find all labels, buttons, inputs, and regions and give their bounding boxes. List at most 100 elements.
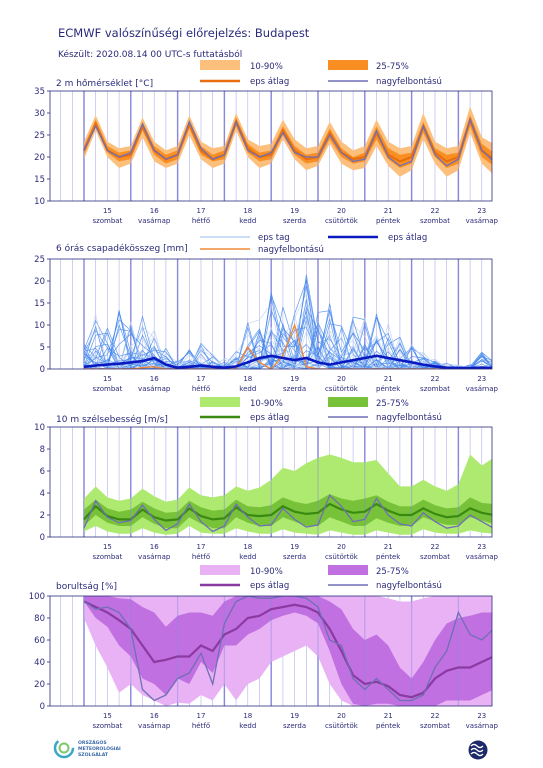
x-day-label: 21 — [384, 375, 393, 383]
plot-area — [60, 259, 492, 369]
plot-frame — [49, 595, 493, 707]
x-dayname-label: szombat — [420, 722, 450, 730]
plot-frame — [49, 258, 493, 370]
legend-label-mean: eps átlag — [388, 233, 427, 243]
x-day-label: 23 — [477, 375, 486, 383]
band-25-75 — [84, 494, 492, 529]
x-dayname-label: vasárnap — [466, 553, 499, 561]
chart-panel-4: borultság [%] 10-90% 25-75% eps átlag nagyfe… — [29, 565, 499, 730]
series-hires-line — [83, 596, 492, 702]
legend-label-hires: nagyfelbontású — [258, 245, 324, 255]
x-day-label: 21 — [384, 712, 393, 720]
x-dayname-label: szombat — [92, 217, 122, 225]
y-tick-label: 0 — [40, 365, 45, 375]
series-mean-line — [83, 600, 492, 699]
x-day-label: 21 — [384, 207, 393, 215]
legend-label-mean: eps átlag — [250, 77, 289, 87]
y-tick-label: 8 — [40, 445, 45, 455]
logo-text-line: METEOROLÓGIAI — [78, 745, 121, 752]
x-day-label: 21 — [384, 543, 393, 551]
chart-title: 10 m szélsebesség [m/s] — [56, 414, 168, 425]
legend-label-outer: 10-90% — [250, 399, 283, 409]
x-dayname-label: péntek — [376, 385, 401, 393]
series-mean-line — [83, 502, 492, 522]
x-dayname-label: hétfő — [192, 552, 210, 561]
x-dayname-label: kedd — [239, 385, 256, 393]
legend-swatch-outer — [200, 60, 240, 70]
legend-label-outer: 10-90% — [250, 62, 283, 72]
x-dayname-label: kedd — [239, 722, 256, 730]
y-tick-label: 35 — [34, 87, 45, 97]
chart-title: 2 m hőmérséklet [°C] — [56, 78, 153, 89]
chart-legend: 10-90% 25-75% eps átlag nagyfelbontású — [200, 565, 442, 591]
plot-frame — [49, 90, 493, 202]
x-day-label: 18 — [243, 712, 252, 720]
x-day-label: 15 — [103, 375, 112, 383]
y-tick-label: 80 — [34, 614, 45, 624]
legend-label-hires: nagyfelbontású — [376, 77, 442, 87]
x-dayname-label: csütörtök — [325, 217, 359, 225]
chart-title: borultság [%] — [56, 582, 117, 592]
x-dayname-label: szerda — [283, 385, 306, 393]
y-tick-label: 40 — [34, 658, 45, 668]
legend-swatch-inner — [328, 397, 368, 407]
legend-label-members: eps tag — [258, 233, 290, 243]
x-day-label: 19 — [290, 375, 299, 383]
plot-area — [60, 596, 492, 706]
x-day-label: 17 — [197, 375, 206, 383]
x-day-label: 22 — [431, 543, 440, 551]
x-dayname-label: szombat — [420, 217, 450, 225]
x-day-label: 15 — [103, 207, 112, 215]
x-dayname-label: vasárnap — [138, 217, 171, 225]
y-tick-label: 20 — [34, 277, 45, 287]
series-mean-line — [83, 354, 492, 369]
chart-panel-2: 6 órás csapadékösszeg [mm] eps tag eps átl… — [34, 233, 499, 393]
x-day-label: 23 — [477, 712, 486, 720]
y-tick-label: 0 — [40, 533, 45, 543]
chart-panel-1: 2 m hőmérséklet [°C] 10-90% 25-75% eps átla… — [34, 60, 499, 225]
y-tick-label: 10 — [34, 423, 45, 433]
x-dayname-label: vasárnap — [466, 385, 499, 393]
x-dayname-label: péntek — [376, 217, 401, 225]
x-day-label: 15 — [103, 712, 112, 720]
legend-label-hires: nagyfelbontású — [376, 413, 442, 423]
x-dayname-label: vasárnap — [138, 385, 171, 393]
x-dayname-label: szerda — [283, 722, 306, 730]
x-day-label: 19 — [290, 543, 299, 551]
x-dayname-label: csütörtök — [325, 385, 359, 393]
y-tick-label: 15 — [34, 299, 45, 309]
band-25-75 — [84, 596, 492, 706]
chart-panel-3: 10 m szélsebesség [m/s] 10-90% 25-75% eps á… — [34, 397, 499, 561]
x-day-label: 16 — [150, 375, 159, 383]
x-day-label: 22 — [431, 375, 440, 383]
x-dayname-label: hétfő — [192, 216, 210, 225]
series-member-line — [83, 310, 492, 369]
y-tick-label: 25 — [34, 255, 45, 265]
x-dayname-label: szombat — [92, 722, 122, 730]
x-day-label: 17 — [197, 712, 206, 720]
x-day-label: 16 — [150, 712, 159, 720]
x-dayname-label: péntek — [376, 553, 401, 561]
series-member-line — [83, 326, 492, 369]
x-day-label: 20 — [337, 375, 346, 383]
page-subtitle: Készült: 2020.08.14 00 UTC-s futtatásból — [58, 50, 243, 60]
chart-legend: 10-90% 25-75% eps átlag nagyfelbontású — [200, 397, 442, 423]
series-member-line — [83, 293, 492, 369]
y-tick-label: 10 — [34, 321, 45, 331]
plot-area — [60, 427, 492, 537]
x-day-label: 17 — [197, 543, 206, 551]
x-day-label: 20 — [337, 207, 346, 215]
x-day-label: 16 — [150, 207, 159, 215]
legend-swatch-outer — [200, 565, 240, 575]
x-day-label: 22 — [431, 207, 440, 215]
legend-label-mean: eps átlag — [250, 581, 289, 591]
x-day-label: 18 — [243, 207, 252, 215]
y-tick-label: 20 — [34, 680, 45, 690]
y-tick-label: 15 — [34, 175, 45, 185]
x-day-label: 23 — [477, 543, 486, 551]
legend-label-inner: 25-75% — [376, 567, 409, 577]
x-dayname-label: csütörtök — [325, 553, 359, 561]
